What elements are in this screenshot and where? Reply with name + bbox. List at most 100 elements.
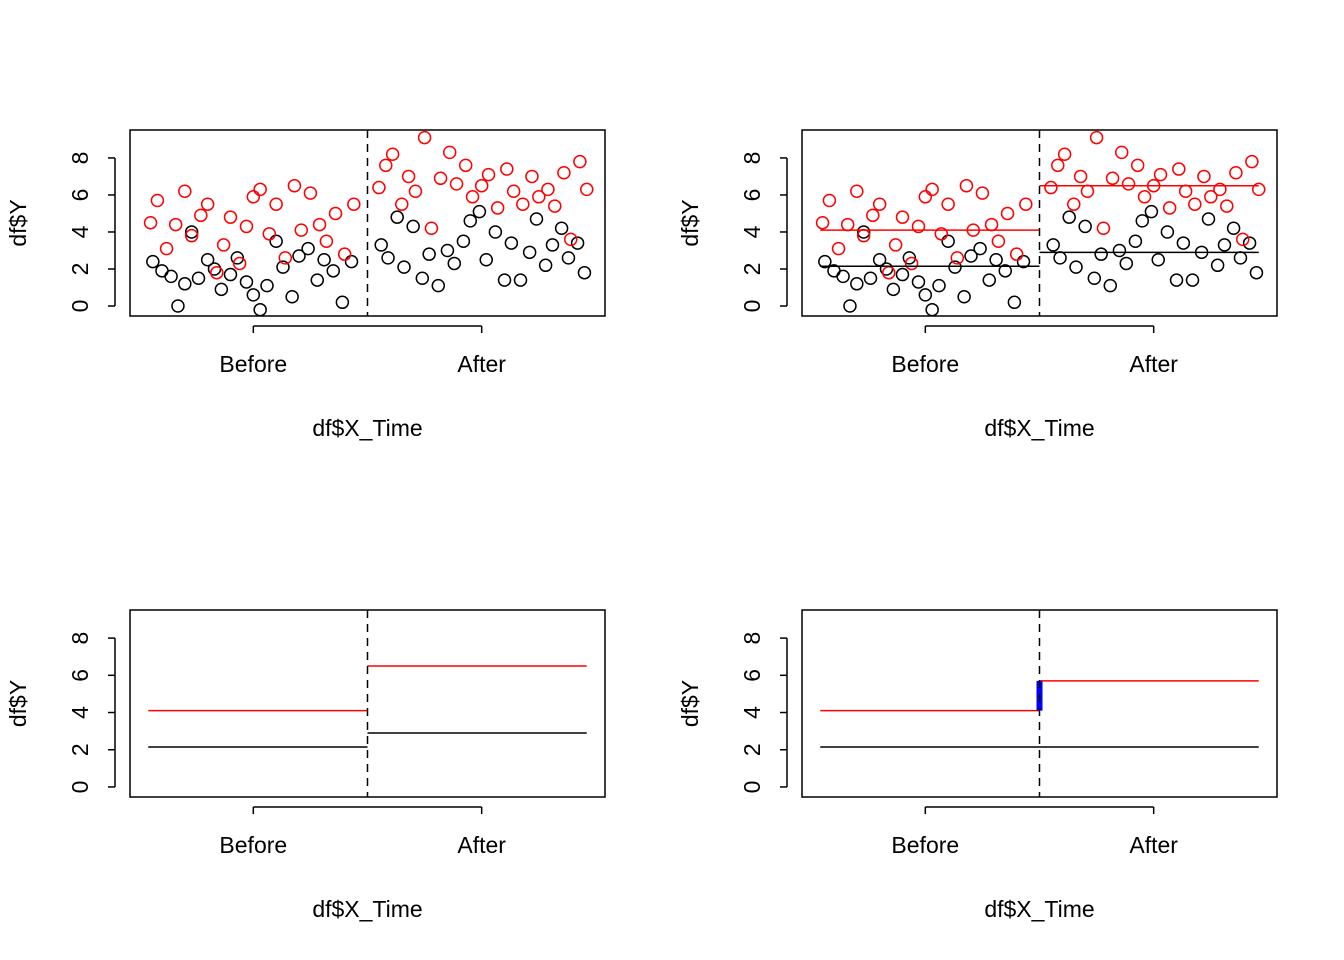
- point: [474, 178, 489, 193]
- y-tick-label: 2: [739, 743, 765, 756]
- point: [253, 182, 267, 197]
- point: [431, 278, 446, 293]
- point: [1226, 221, 1241, 236]
- point: [1160, 225, 1175, 239]
- point: [932, 278, 946, 293]
- point: [1251, 182, 1266, 197]
- point: [184, 225, 199, 239]
- point: [294, 223, 309, 237]
- point: [888, 238, 903, 252]
- point: [1188, 197, 1202, 211]
- point: [561, 251, 576, 265]
- point: [1019, 197, 1033, 211]
- point: [1144, 204, 1159, 219]
- point: [904, 256, 919, 271]
- point: [143, 215, 158, 230]
- point: [159, 241, 174, 256]
- point: [1051, 158, 1065, 173]
- point: [506, 184, 521, 199]
- point: [866, 208, 880, 223]
- y-tick-label: 6: [67, 189, 93, 202]
- point: [262, 227, 277, 241]
- point: [168, 217, 183, 232]
- y-axis-label: df$Y: [677, 680, 703, 727]
- point: [207, 262, 222, 276]
- point: [424, 221, 439, 236]
- point: [973, 241, 987, 256]
- point: [882, 265, 896, 280]
- point: [1172, 162, 1186, 176]
- point: [442, 145, 457, 160]
- point: [406, 219, 420, 234]
- point: [1121, 177, 1136, 191]
- point: [239, 275, 254, 289]
- point: [818, 254, 832, 269]
- point: [303, 186, 318, 200]
- x-axis-label: df$X_Time: [984, 415, 1094, 441]
- point: [395, 197, 409, 211]
- point: [554, 221, 569, 236]
- point: [1242, 236, 1257, 250]
- point: [1016, 254, 1031, 269]
- point: [504, 236, 519, 250]
- point: [856, 225, 871, 239]
- point: [328, 206, 343, 221]
- point: [178, 277, 192, 291]
- point: [529, 212, 544, 226]
- point: [840, 217, 855, 232]
- point: [276, 260, 290, 274]
- point: [815, 215, 830, 230]
- point: [223, 267, 238, 282]
- point: [379, 158, 393, 173]
- y-tick-label: 4: [739, 706, 765, 719]
- point: [347, 197, 361, 211]
- point: [545, 238, 560, 252]
- point: [1197, 169, 1211, 184]
- point: [1220, 199, 1234, 213]
- point: [1233, 251, 1248, 265]
- point: [836, 269, 850, 284]
- point: [232, 256, 247, 271]
- point: [950, 251, 965, 265]
- point: [863, 271, 878, 285]
- x-axis-label: df$X_Time: [312, 415, 422, 441]
- point: [216, 238, 231, 252]
- point: [200, 197, 215, 211]
- y-tick-label: 4: [739, 225, 765, 238]
- point: [447, 256, 462, 271]
- point: [982, 273, 997, 287]
- point: [490, 201, 505, 215]
- point: [317, 252, 331, 267]
- point: [194, 208, 208, 223]
- point: [479, 252, 493, 267]
- point: [269, 197, 283, 211]
- y-axis-label: df$Y: [5, 680, 31, 727]
- y-tick-label: 0: [739, 300, 765, 313]
- point: [879, 262, 894, 276]
- y-tick-label: 4: [67, 706, 93, 719]
- y-tick-label: 0: [67, 781, 93, 794]
- point: [964, 249, 978, 263]
- point: [374, 238, 388, 252]
- point: [541, 182, 555, 197]
- x-tick-label: After: [1129, 351, 1178, 377]
- point: [155, 264, 169, 278]
- point: [1229, 166, 1243, 180]
- x-tick-label: Before: [891, 351, 959, 377]
- point: [381, 251, 395, 265]
- point: [301, 241, 315, 256]
- point: [1067, 197, 1081, 211]
- point: [1153, 167, 1168, 182]
- point: [1046, 238, 1060, 252]
- point: [337, 247, 352, 261]
- x-axis-label: df$X_Time: [312, 896, 422, 922]
- point: [843, 299, 857, 313]
- point: [975, 186, 990, 200]
- point: [1089, 130, 1104, 145]
- point: [372, 180, 386, 195]
- point: [831, 241, 846, 256]
- point: [269, 234, 283, 248]
- point: [538, 258, 553, 273]
- point: [164, 269, 178, 284]
- point: [150, 193, 165, 208]
